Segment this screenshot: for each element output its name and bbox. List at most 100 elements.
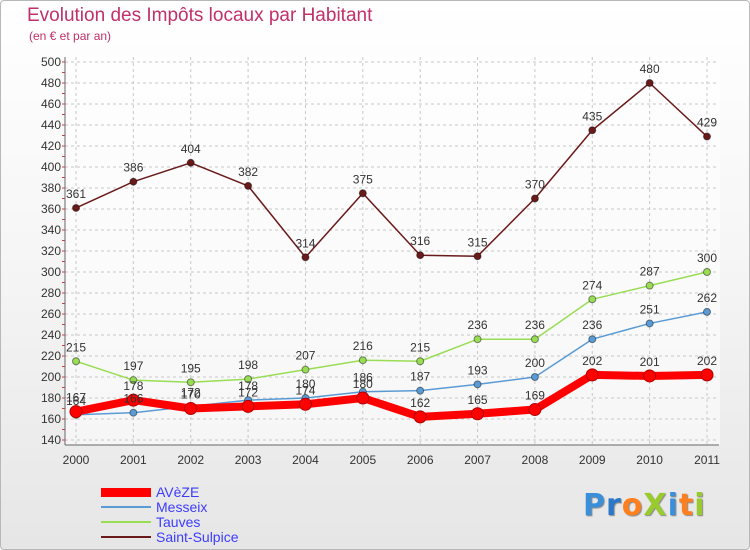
data-label-Tauves: 215 bbox=[410, 340, 430, 354]
data-point-AVèZE bbox=[643, 369, 657, 383]
legend-label: Tauves bbox=[156, 514, 201, 530]
legend-swatch bbox=[101, 536, 151, 538]
data-label-Saint-Sulpice: 314 bbox=[295, 236, 315, 250]
data-label-Messeix: 186 bbox=[353, 371, 373, 385]
data-point-Saint-Sulpice bbox=[72, 203, 80, 212]
x-tick-label: 2002 bbox=[177, 453, 204, 467]
data-label-AVèZE: 170 bbox=[181, 388, 201, 402]
x-tick-label: 2004 bbox=[292, 453, 319, 467]
y-tick-label: 500 bbox=[41, 55, 61, 69]
y-tick-label: 160 bbox=[41, 412, 61, 426]
data-label-Saint-Sulpice: 382 bbox=[238, 165, 258, 179]
y-tick-label: 140 bbox=[41, 433, 61, 447]
data-label-Messeix: 251 bbox=[640, 302, 660, 316]
data-label-AVèZE: 202 bbox=[697, 354, 717, 368]
data-label-Tauves: 216 bbox=[353, 339, 373, 353]
y-tick-label: 440 bbox=[41, 118, 61, 132]
y-tick-label: 460 bbox=[41, 97, 61, 111]
chart-subtitle: (en € et par an) bbox=[29, 29, 112, 43]
y-tick-label: 240 bbox=[41, 328, 61, 342]
logo-letter: P bbox=[583, 488, 606, 523]
y-tick-label: 420 bbox=[41, 139, 61, 153]
series-line-AVèZE bbox=[72, 370, 711, 421]
data-point-Saint-Sulpice bbox=[301, 253, 310, 262]
data-point-AVèZE bbox=[298, 397, 312, 411]
data-label-Tauves: 215 bbox=[66, 340, 86, 354]
data-point-Saint-Sulpice bbox=[645, 79, 654, 87]
data-point-AVèZE bbox=[700, 368, 714, 382]
data-label-AVèZE: 202 bbox=[582, 354, 602, 368]
series-line-Tauves bbox=[75, 271, 708, 383]
data-label-AVèZE: 162 bbox=[410, 396, 430, 410]
data-point-Saint-Sulpice bbox=[530, 194, 539, 203]
data-label-AVèZE: 167 bbox=[66, 391, 86, 405]
y-tick-label: 280 bbox=[41, 286, 61, 300]
data-label-AVèZE: 172 bbox=[238, 385, 258, 399]
y-tick-label: 300 bbox=[41, 265, 61, 279]
data-label-Messeix: 166 bbox=[123, 392, 143, 406]
x-tick-label: 2010 bbox=[636, 453, 663, 467]
x-tick-label: 2008 bbox=[522, 453, 549, 467]
data-label-Saint-Sulpice: 429 bbox=[697, 116, 717, 130]
y-tick-label: 340 bbox=[41, 223, 61, 237]
data-point-Messeix bbox=[703, 307, 711, 316]
data-label-Saint-Sulpice: 370 bbox=[525, 178, 545, 192]
data-point-Saint-Sulpice bbox=[473, 252, 482, 261]
data-label-Saint-Sulpice: 404 bbox=[181, 142, 201, 156]
legend-swatch bbox=[101, 521, 151, 523]
data-label-Messeix: 193 bbox=[468, 363, 488, 377]
data-label-Messeix: 180 bbox=[295, 377, 315, 391]
data-label-AVèZE: 180 bbox=[353, 377, 373, 391]
data-label-Saint-Sulpice: 316 bbox=[410, 234, 430, 248]
data-label-Saint-Sulpice: 435 bbox=[582, 109, 602, 123]
data-label-Tauves: 197 bbox=[123, 359, 143, 373]
data-label-Saint-Sulpice: 375 bbox=[353, 172, 373, 186]
logo-letter: o bbox=[621, 488, 644, 523]
y-tick-label: 480 bbox=[41, 76, 61, 90]
data-point-Saint-Sulpice bbox=[703, 132, 711, 141]
logo-letter: i bbox=[694, 488, 706, 523]
data-point-Messeix bbox=[473, 380, 482, 389]
data-point-Saint-Sulpice bbox=[244, 181, 253, 190]
data-label-Messeix: 178 bbox=[238, 379, 258, 393]
x-tick-label: 2007 bbox=[464, 453, 491, 467]
data-point-AVèZE bbox=[69, 405, 83, 419]
data-label-AVèZE: 165 bbox=[468, 393, 488, 407]
legend-label: Messeix bbox=[156, 499, 208, 515]
data-label-AVèZE: 178 bbox=[123, 379, 143, 393]
data-label-Tauves: 300 bbox=[697, 251, 717, 265]
data-point-Messeix bbox=[530, 373, 539, 381]
chart-title: Evolution des Impôts locaux par Habitant bbox=[27, 5, 373, 26]
legend-label: Saint-Sulpice bbox=[156, 529, 239, 545]
data-label-Saint-Sulpice: 386 bbox=[123, 161, 143, 175]
data-label-Tauves: 236 bbox=[525, 318, 545, 332]
data-label-Saint-Sulpice: 480 bbox=[640, 62, 660, 76]
data-point-Tauves bbox=[244, 375, 253, 384]
legend-swatch bbox=[101, 487, 151, 497]
data-point-AVèZE bbox=[241, 399, 255, 413]
data-point-Tauves bbox=[473, 335, 482, 344]
data-label-Messeix: 236 bbox=[582, 318, 602, 332]
logo-letter: r bbox=[606, 488, 622, 523]
data-label-Tauves: 207 bbox=[295, 349, 315, 363]
data-label-AVèZE: 174 bbox=[295, 383, 315, 397]
data-point-Tauves bbox=[530, 335, 539, 344]
logo-letter: X bbox=[643, 488, 668, 523]
data-label-Tauves: 195 bbox=[181, 361, 201, 375]
data-label-AVèZE: 201 bbox=[640, 355, 660, 369]
data-point-Tauves bbox=[129, 376, 138, 385]
data-point-Saint-Sulpice bbox=[186, 158, 195, 167]
data-point-Tauves bbox=[72, 357, 80, 366]
data-label-Tauves: 274 bbox=[582, 278, 602, 292]
x-tick-label: 2006 bbox=[407, 453, 434, 467]
x-tick-label: 2001 bbox=[120, 453, 147, 467]
y-tick-label: 320 bbox=[41, 244, 61, 258]
y-tick-label: 180 bbox=[41, 391, 61, 405]
logo-letter: t bbox=[678, 488, 695, 523]
data-point-Messeix bbox=[645, 319, 654, 328]
data-point-Tauves bbox=[358, 356, 367, 365]
data-point-Saint-Sulpice bbox=[358, 189, 367, 198]
x-tick-label: 2011 bbox=[694, 453, 720, 467]
